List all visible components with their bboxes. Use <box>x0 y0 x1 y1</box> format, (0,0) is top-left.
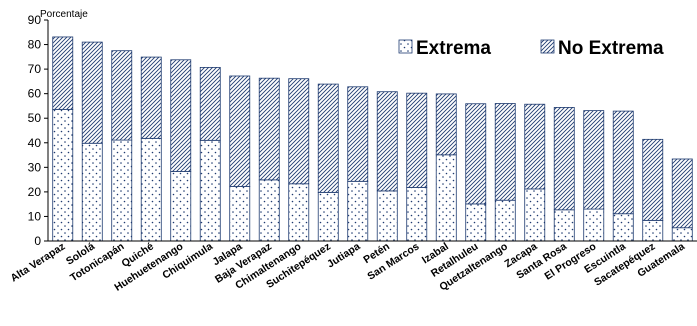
bar-no-extrema <box>288 78 310 185</box>
bar-no-extrema <box>494 103 516 201</box>
bar-no-extrema <box>347 86 369 182</box>
bar-extrema <box>170 171 192 242</box>
y-tick-label: 20 <box>28 185 42 199</box>
y-tick-label: 10 <box>28 209 42 223</box>
bar-no-extrema <box>376 91 398 192</box>
y-axis-label: Porcentaje <box>40 9 88 20</box>
bar-no-extrema <box>612 110 634 215</box>
x-tick-label: Jutiapa <box>325 240 362 270</box>
bar-extrema <box>376 190 398 242</box>
bar-no-extrema <box>317 83 339 193</box>
y-axis: 0 10 20 30 40 50 60 70 80 90 <box>28 13 48 248</box>
bar-no-extrema <box>406 92 428 188</box>
bar-extrema <box>288 183 310 242</box>
bar-no-extrema <box>229 75 251 187</box>
bar-extrema <box>465 203 487 242</box>
bar-no-extrema <box>642 138 664 221</box>
bar-no-extrema <box>258 77 280 181</box>
bar-extrema <box>494 199 516 242</box>
bar-extrema <box>111 139 133 242</box>
bar-extrema <box>81 142 103 242</box>
legend-label-extrema: Extrema <box>416 38 491 59</box>
bar-no-extrema <box>81 41 103 144</box>
bars <box>52 36 693 242</box>
legend: Extrema No Extrema <box>398 38 664 59</box>
y-tick-label: 80 <box>28 38 42 52</box>
bar-extrema <box>435 154 457 242</box>
legend-swatch-extrema <box>398 39 413 54</box>
y-tick-label: 0 <box>34 234 41 248</box>
bar-extrema <box>52 108 74 242</box>
bar-extrema <box>406 187 428 242</box>
bar-extrema <box>553 209 575 242</box>
legend-label-no-extrema: No Extrema <box>558 38 664 59</box>
y-tick-label: 40 <box>28 136 42 150</box>
bar-no-extrema <box>553 107 575 211</box>
bar-no-extrema <box>140 56 162 139</box>
x-axis: Alta VerapazSololáTotonicapánQuichéHuehu… <box>8 240 687 293</box>
bar-extrema <box>347 180 369 242</box>
bar-extrema <box>229 186 251 242</box>
legend-swatch-no-extrema <box>540 39 555 54</box>
y-tick-label: 50 <box>28 111 42 125</box>
bar-extrema <box>671 227 693 242</box>
bar-no-extrema <box>435 93 457 156</box>
bar-no-extrema <box>671 158 693 229</box>
y-tick-label: 90 <box>28 13 42 27</box>
bar-extrema <box>199 139 221 242</box>
bar-no-extrema <box>111 50 133 141</box>
bar-extrema <box>612 213 634 242</box>
bar-no-extrema <box>52 36 74 110</box>
y-tick-label: 60 <box>28 87 42 101</box>
bar-no-extrema <box>583 110 605 210</box>
bar-extrema <box>642 219 664 242</box>
bar-extrema <box>258 179 280 242</box>
bar-extrema <box>140 137 162 242</box>
bar-no-extrema <box>524 103 546 190</box>
bar-extrema <box>524 188 546 242</box>
y-tick-label: 70 <box>28 62 42 76</box>
bar-no-extrema <box>170 59 192 172</box>
bar-extrema <box>317 191 339 242</box>
bar-no-extrema <box>465 103 487 205</box>
bar-no-extrema <box>199 66 221 141</box>
y-tick-label: 30 <box>28 160 42 174</box>
bar-extrema <box>583 208 605 242</box>
